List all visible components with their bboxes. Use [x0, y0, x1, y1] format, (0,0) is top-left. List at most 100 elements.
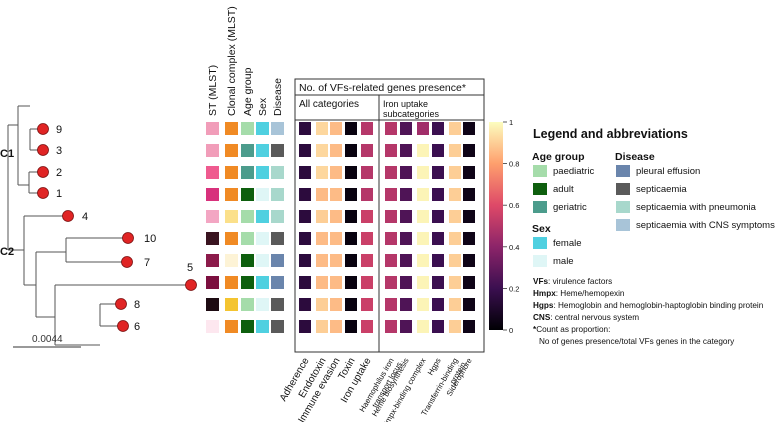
heatmap-cell	[463, 232, 475, 245]
meta-cell-st	[206, 210, 219, 223]
meta-cell-disease	[271, 188, 284, 201]
heatmap-cell	[400, 144, 412, 157]
age-legend-item: paediatric	[533, 165, 594, 177]
heatmap-cell	[316, 188, 328, 201]
age-swatch	[533, 183, 547, 195]
heatmap-cell	[417, 122, 429, 135]
heatmap-cell	[299, 144, 311, 157]
heatmap-cell	[345, 254, 357, 267]
heatmap-cell	[316, 144, 328, 157]
heatmap-cell	[463, 188, 475, 201]
age-legend-item: geriatric	[533, 201, 587, 213]
disease-legend-label: septicaemia with CNS symptoms	[636, 219, 775, 231]
sex-swatch	[533, 255, 547, 267]
iron-subcategories-label-1: Iron uptake	[383, 99, 428, 109]
heatmap-cell	[417, 276, 429, 289]
sex-legend-item: female	[533, 237, 582, 249]
meta-cell-age	[241, 166, 254, 179]
meta-column-header: Age group	[242, 67, 254, 116]
vf-box-title: No. of VFs-related genes presence*	[299, 82, 466, 94]
meta-cell-st	[206, 298, 219, 311]
heatmap-cell	[463, 276, 475, 289]
meta-cell-sex	[256, 166, 269, 179]
heatmap-cell	[432, 166, 444, 179]
heatmap-cell	[385, 122, 397, 135]
abbreviation-line: VFs: virulence factors	[533, 277, 613, 286]
meta-cell-age	[241, 276, 254, 289]
age-swatch	[533, 201, 547, 213]
colorbar-tick-label: 0.8	[509, 160, 519, 169]
heatmap-cell	[417, 166, 429, 179]
meta-cell-sex	[256, 188, 269, 201]
tree-tip-label: 1	[56, 188, 62, 200]
tree-tip-label: 2	[56, 167, 62, 179]
heatmap-cell	[385, 276, 397, 289]
heatmap-cell	[316, 122, 328, 135]
meta-cell-st	[206, 232, 219, 245]
heatmap-cell	[432, 188, 444, 201]
sex-legend-label: female	[553, 237, 582, 249]
heatmap-cell	[432, 144, 444, 157]
heatmap-cell	[449, 254, 461, 267]
heatmap-cell	[463, 166, 475, 179]
heatmap-cell	[345, 232, 357, 245]
heatmap-cell	[449, 144, 461, 157]
heatmap-cell	[361, 254, 373, 267]
heatmap-cell	[432, 298, 444, 311]
disease-legend-item: pleural effusion	[616, 165, 700, 177]
heatmap-cell	[385, 144, 397, 157]
heatmap-cell	[299, 166, 311, 179]
meta-cell-sex	[256, 320, 269, 333]
heatmap-cell	[345, 298, 357, 311]
heatmap-cell	[345, 144, 357, 157]
meta-cell-cc	[225, 232, 238, 245]
heatmap-cell	[330, 210, 342, 223]
heatmap-cell	[316, 276, 328, 289]
iron-subcategories-label-2: subcategories	[383, 109, 440, 119]
disease-legend-label: septicaemia with pneumonia	[636, 201, 756, 213]
heatmap-cell	[330, 254, 342, 267]
heatmap-cell	[463, 298, 475, 311]
meta-cell-age	[241, 188, 254, 201]
heatmap-cell	[449, 320, 461, 333]
heatmap-cell	[330, 188, 342, 201]
meta-cell-cc	[225, 144, 238, 157]
disease-legend-item: septicaemia	[616, 183, 687, 195]
heatmap-cell	[361, 144, 373, 157]
heatmap-cell	[417, 188, 429, 201]
heatmap-cell	[449, 210, 461, 223]
meta-column-header: ST (MLST)	[207, 65, 219, 116]
age-legend-item: adult	[533, 183, 574, 195]
meta-cell-sex	[256, 232, 269, 245]
tree-tip-label: 8	[134, 299, 140, 311]
phylogenetic-tree	[7, 105, 191, 346]
heatmap-cell	[400, 232, 412, 245]
heatmap-cell	[345, 188, 357, 201]
heatmap-cell	[361, 298, 373, 311]
disease-swatch	[616, 165, 630, 177]
heatmap-cell	[400, 166, 412, 179]
heatmap-cell	[400, 122, 412, 135]
disease-swatch	[616, 219, 630, 231]
abbreviation-line: CNS: central nervous system	[533, 313, 640, 322]
heatmap-cell	[345, 320, 357, 333]
meta-column-header: Disease	[272, 78, 284, 116]
heatmap-cell	[299, 210, 311, 223]
heatmap-cell	[330, 144, 342, 157]
scale-bar-label: 0.0044	[32, 334, 63, 345]
tree-tip-label: 6	[134, 321, 140, 333]
disease-legend-item: septicaemia with CNS symptoms	[616, 219, 775, 231]
colorbar-tick-label: 0.6	[509, 201, 519, 210]
legend-title: Legend and abbreviations	[533, 127, 688, 141]
tree-tip-label: 7	[144, 257, 150, 269]
heatmap-cell	[432, 276, 444, 289]
colorbar-tick-label: 0.4	[509, 243, 519, 252]
heatmap-cell	[361, 232, 373, 245]
heatmap-cell	[330, 122, 342, 135]
heatmap-cell	[330, 276, 342, 289]
tree-tip-node	[185, 279, 197, 291]
heatmap-cell	[316, 166, 328, 179]
tree-tip-node	[37, 166, 49, 178]
meta-cell-disease	[271, 254, 284, 267]
